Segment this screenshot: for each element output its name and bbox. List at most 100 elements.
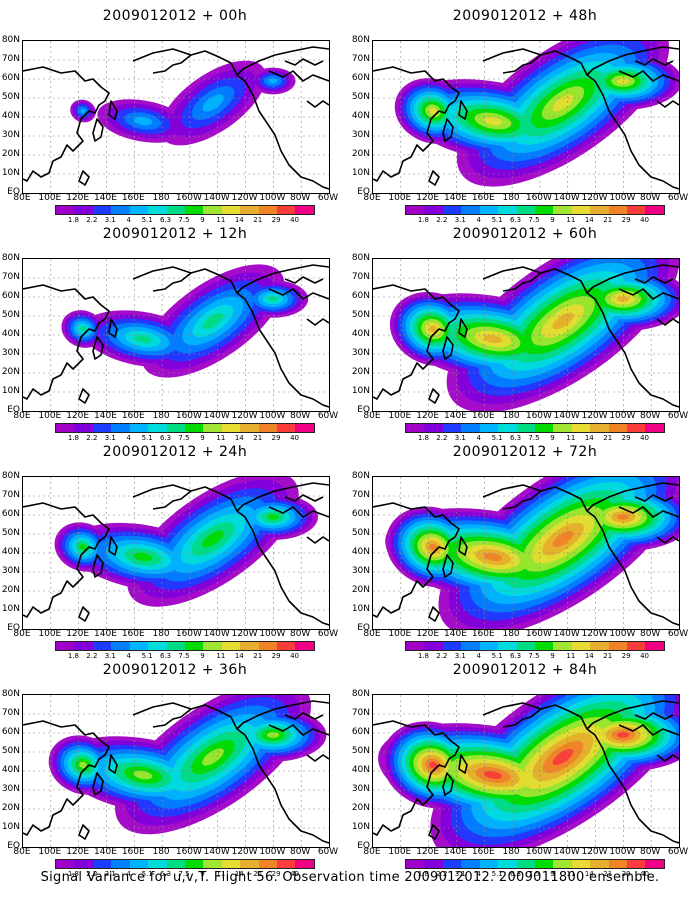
latitude-label: 40N: [1, 111, 20, 121]
colorbar-label: 40: [290, 216, 300, 224]
colorbar-swatch: [240, 642, 259, 650]
longitude-label: 120W: [231, 193, 258, 203]
longitude-label: 60W: [317, 847, 339, 857]
colorbar-label: 6.3: [509, 652, 522, 660]
longitude-label: 80W: [289, 629, 311, 639]
latitude-label: 30N: [1, 348, 20, 358]
longitude-label: 160E: [471, 847, 495, 857]
colorbar-swatch: [74, 424, 93, 432]
colorbar-label: 11: [216, 216, 226, 224]
colorbar: [55, 641, 315, 651]
forecast-panel: 2009012012 + 00h 80N 70N 60N 50N 40N 30N 20N 10…: [0, 0, 350, 224]
colorbar: [405, 423, 665, 433]
colorbar-label: 1.8: [417, 434, 429, 442]
colorbar-label: 14: [234, 216, 244, 224]
colorbar-swatch: [240, 206, 259, 214]
longitude-label: 80E: [363, 193, 381, 203]
longitude-label: 160W: [525, 847, 552, 857]
colorbar-swatch: [571, 206, 591, 214]
latitude-label: 50N: [351, 310, 370, 320]
latitude-label: 30N: [1, 130, 20, 140]
colorbar-swatch: [129, 642, 149, 650]
colorbar: [405, 859, 665, 869]
longitude-label: 80E: [13, 411, 31, 421]
latitude-label: 40N: [351, 329, 370, 339]
latitude-label: 70N: [351, 490, 370, 500]
longitude-label: 80E: [363, 847, 381, 857]
colorbar-swatch: [92, 642, 112, 650]
colorbar-label: 6.3: [509, 216, 522, 224]
colorbar-swatch: [111, 860, 130, 868]
colorbar-swatch: [56, 860, 75, 868]
colorbar-swatch: [479, 860, 499, 868]
latitude-label: 20N: [351, 585, 370, 595]
variance-map: [22, 40, 330, 194]
colorbar-label: 1.8: [417, 216, 429, 224]
latitude-label: 80N: [1, 253, 20, 263]
colorbar-swatch: [56, 206, 75, 214]
latitude-label: 50N: [1, 310, 20, 320]
longitude-label: 160W: [525, 629, 552, 639]
colorbar-label: 2.2: [86, 216, 98, 224]
colorbar-label: 40: [640, 652, 650, 660]
longitude-label: 140W: [203, 847, 230, 857]
latitude-label: 10N: [1, 822, 20, 832]
colorbar-label: 3.1: [104, 652, 116, 660]
colorbar-swatch: [553, 642, 572, 650]
colorbar-label: 5.1: [141, 652, 153, 660]
colorbar-label: 11: [566, 870, 576, 878]
colorbar-swatch: [498, 642, 517, 650]
panel-title: 2009012012 + 72h: [452, 444, 598, 460]
colorbar-swatch: [516, 860, 535, 868]
longitude-label: 160E: [121, 847, 145, 857]
colorbar-label: 4: [126, 434, 131, 442]
colorbar-swatch: [295, 206, 314, 214]
longitude-label: 120W: [581, 847, 608, 857]
colorbar-swatch: [258, 424, 278, 432]
colorbar-swatch: [553, 424, 572, 432]
colorbar-label: 14: [234, 652, 244, 660]
colorbar-swatch: [277, 424, 296, 432]
colorbar-label: 40: [290, 870, 300, 878]
latitude-label: 70N: [351, 272, 370, 282]
forecast-panel: 2009012012 + 48h 80N 70N 60N 50N 40N 30N 20N 10…: [350, 0, 700, 224]
colorbar-label: 7.5: [178, 870, 190, 878]
colorbar-label: 40: [290, 652, 300, 660]
colorbar-swatch: [129, 860, 149, 868]
colorbar-swatch: [74, 206, 93, 214]
colorbar-swatch: [277, 860, 296, 868]
variance-map: [372, 694, 680, 848]
longitude-label: 180: [152, 847, 170, 857]
panel-title: 2009012012 + 36h: [102, 662, 248, 678]
latitude-label: 20N: [351, 803, 370, 813]
longitude-label: 120W: [231, 847, 258, 857]
colorbar-label: 5.1: [491, 216, 503, 224]
colorbar-label: 7.5: [178, 434, 190, 442]
longitude-label: 180: [502, 629, 520, 639]
longitude-label: 80W: [289, 193, 311, 203]
longitude-label: 100E: [388, 193, 412, 203]
latitude-label: 30N: [1, 566, 20, 576]
longitude-label: 140E: [94, 411, 117, 421]
colorbar: [405, 641, 665, 651]
colorbar-label: 1.8: [67, 870, 79, 878]
colorbar-label: 9: [200, 870, 205, 878]
forecast-panel: 2009012012 + 72h 80N 70N 60N 50N 40N 30N 20N 10…: [350, 436, 700, 660]
longitude-label: 80W: [289, 411, 311, 421]
longitude-label: 60W: [317, 629, 339, 639]
colorbar: [55, 423, 315, 433]
colorbar-swatch: [516, 424, 535, 432]
colorbar-swatch: [240, 424, 259, 432]
latitude-label: 30N: [351, 566, 370, 576]
latitude-label: 20N: [351, 149, 370, 159]
colorbar-swatch: [424, 424, 443, 432]
longitude-label: 80E: [13, 847, 31, 857]
latitude-label: 30N: [1, 784, 20, 794]
colorbar-swatch: [166, 860, 185, 868]
colorbar-swatch: [461, 860, 480, 868]
longitude-label: 140W: [203, 411, 230, 421]
longitude-label: 60W: [317, 193, 339, 203]
latitude-label: 60N: [1, 73, 20, 83]
colorbar: [405, 205, 665, 215]
longitude-label: 100W: [259, 629, 286, 639]
